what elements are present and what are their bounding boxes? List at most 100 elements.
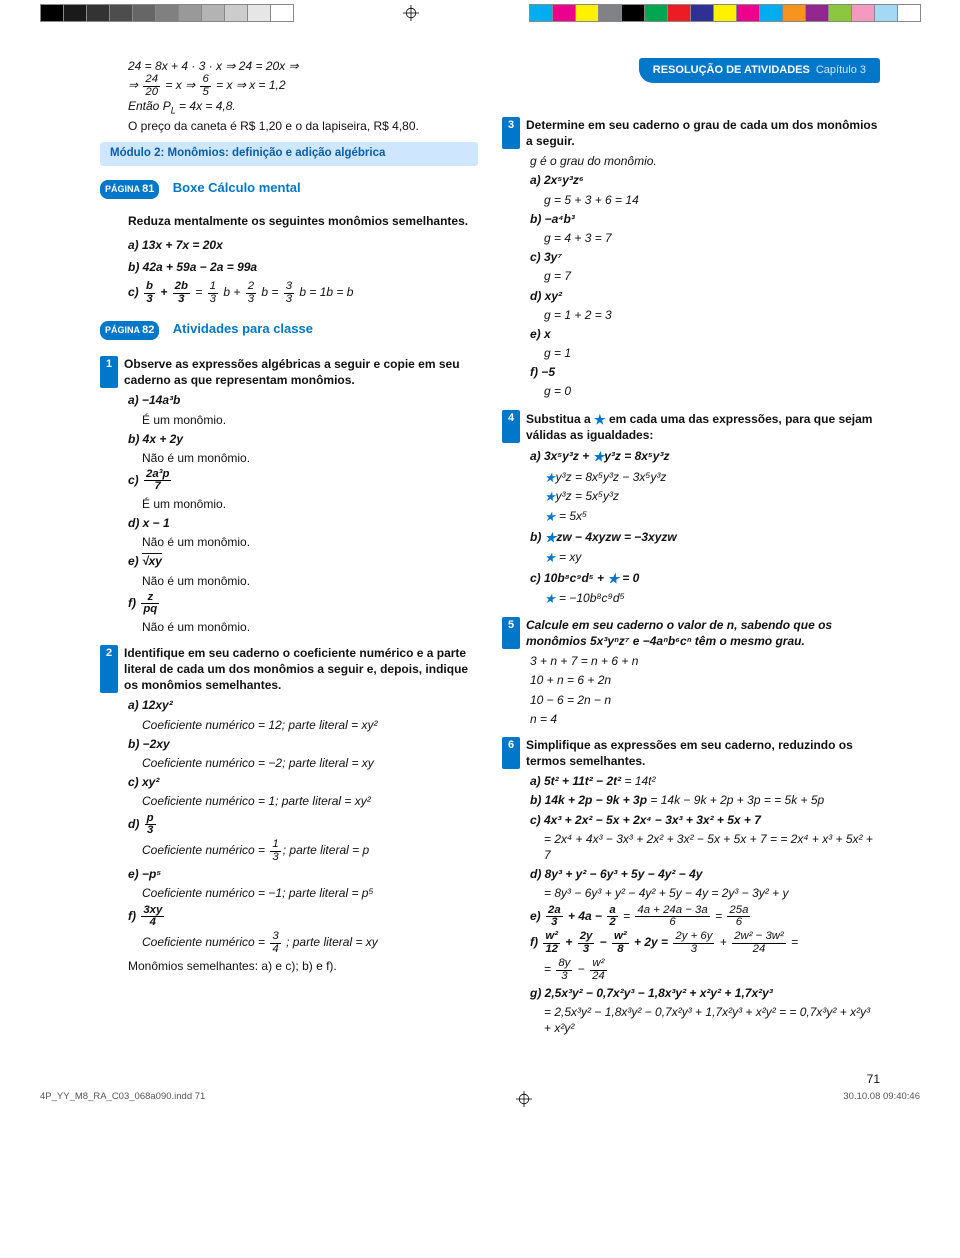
header-title: RESOLUÇÃO DE ATIVIDADES [653,63,810,78]
q3-b: b) −a⁴b³ [530,211,880,227]
q2-e: e) −p⁵ [128,866,478,882]
q6: 6 Simplifique as expressões em seu cader… [502,737,880,769]
header-chapter: Capítulo 3 [816,63,866,78]
q2-a: a) 12xy² [128,697,478,713]
q2-semelhantes: Monômios semelhantes: a) e c); b) e f). [128,958,478,974]
q2-f: f) 3xy4 [128,905,478,929]
reduza-a: a) 13x + 7x = 20x [100,237,478,253]
reduza-b: b) 42a + 59a − 2a = 99a [100,259,478,275]
q2-b-ans: Coeficiente numérico = −2; parte literal… [142,755,478,771]
q5-text: Calcule em seu caderno o valor de n, sab… [526,617,880,649]
q6-d2: = 8y³ − 6y³ + y² − 4y² + 5y − 4y = 2y³ −… [544,885,880,901]
chapter-header: RESOLUÇÃO DE ATIVIDADES Capítulo 3 [639,58,880,83]
q4-a: a) 3x⁵y³z + ★y³z = 8x⁵y³z [530,447,880,465]
q5-l4: n = 4 [530,711,880,727]
q6-e: e) 2a3 + 4a − a2 = 4a + 24a − 3a6 = 25a6 [530,905,880,929]
q5: 5 Calcule em seu caderno o valor de n, s… [502,617,880,649]
q2-d-ans: Coeficiente numérico = 13; parte literal… [142,839,478,863]
q3: 3 Determine em seu caderno o grau de cad… [502,117,880,149]
pagina-81-row: PÁGINA 81 Boxe Cálculo mental [100,174,478,205]
q6-c2: = 2x⁴ + 4x³ − 3x³ + 2x² + 3x² − 5x + 5x … [544,831,880,863]
q3-d: d) xy² [530,288,880,304]
q4-c2: ★ = −10b⁸c⁹d⁵ [544,589,880,607]
q4-badge: 4 [502,410,520,444]
q2-b: b) −2xy [128,736,478,752]
page-pill-81: PÁGINA 81 [100,180,159,199]
q1-b: b) 4x + 2y [128,431,478,447]
q3-gdef: g é o grau do monômio. [530,153,880,169]
q4-a3: ★y³z = 5x⁵y³z [544,487,880,505]
q3-f: f) −5 [530,364,880,380]
page-number: 71 [0,1071,960,1087]
worked-line-4: O preço da caneta é R$ 1,20 e o da lapis… [100,118,478,134]
q4-b: b) ★zw − 4xyzw = −3xyzw [530,528,880,546]
left-column: 24 = 8x + 4 · 3 · x ⇒ 24 = 20x ⇒ ⇒ 2420 … [100,58,478,1039]
q1-d-ans: Não é um monômio. [142,534,478,550]
q2-f-ans: Coeficiente numérico = 34 ; parte litera… [142,931,478,955]
q2-c: c) xy² [128,774,478,790]
q4-a2: ★y³z = 8x⁵y³z − 3x⁵y³z [544,468,880,486]
q1-badge: 1 [100,356,118,388]
footer-stamp: 30.10.08 09:40:46 [843,1091,920,1107]
q2-e-ans: Coeficiente numérico = −1; parte literal… [142,885,478,901]
q1-f-ans: Não é um monômio. [142,619,478,635]
q6-f: f) w²12 + 2y3 − w²8 + 2y = 2y + 6y3 + 2w… [530,931,880,955]
q2-c-ans: Coeficiente numérico = 1; parte literal … [142,793,478,809]
q6-a: a) 5t² + 11t² − 2t² = 14t² [530,773,880,789]
worked-line-3: Então PL = 4x = 4,8. [100,98,478,114]
q6-g2: = 2,5x³y² − 1,8x³y² − 0,7x²y³ + 1,7x²y³ … [544,1004,880,1036]
q2: 2 Identifique em seu caderno o coeficien… [100,645,478,694]
q5-l2: 10 + n = 6 + 2n [530,672,880,688]
worked-line-2: ⇒ 2420 = x ⇒ 65 = x ⇒ x = 1,2 [100,74,478,98]
q6-text: Simplifique as expressões em seu caderno… [526,737,880,769]
registration-mark-bottom [516,1091,532,1107]
q1-d: d) x − 1 [128,515,478,531]
q1-f: f) zpq [128,592,478,616]
q3-c-ans: g = 7 [544,268,880,284]
q6-d: d) 8y³ + y² − 6y³ + 5y − 4y² − 4y [530,866,880,882]
right-column: RESOLUÇÃO DE ATIVIDADES Capítulo 3 3 Det… [502,58,880,1039]
registration-mark [403,5,419,21]
grayscale-bar [40,4,293,22]
q2-text: Identifique em seu caderno o coeficiente… [124,645,478,694]
q3-a-ans: g = 5 + 3 + 6 = 14 [544,192,880,208]
q6-f-l2: = 8y3 − w²24 [544,958,880,982]
q3-d-ans: g = 1 + 2 = 3 [544,307,880,323]
reduza-text: Reduza mentalmente os seguintes monômios… [100,213,478,229]
q1-e-ans: Não é um monômio. [142,573,478,589]
q2-a-ans: Coeficiente numérico = 12; parte literal… [142,717,478,733]
q1-c: c) 2a³p7 [128,469,478,493]
q1-a: a) −14a³b [128,392,478,408]
q6-badge: 6 [502,737,520,769]
q3-e-ans: g = 1 [544,345,880,361]
q4: 4 Substitua a ★ em cada uma das expressõ… [502,410,880,444]
module-bar: Módulo 2: Monômios: definição e adição a… [100,142,478,166]
q1-e: e) √xy [128,553,478,569]
footer-file: 4P_YY_M8_RA_C03_068a090.indd 71 [40,1091,205,1107]
boxe-title: Boxe Cálculo mental [173,180,301,195]
q6-g: g) 2,5x³y² − 0,7x²y³ − 1,8x³y² + x²y² + … [530,985,880,1001]
q2-badge: 2 [100,645,118,694]
q1-text: Observe as expressões algébricas a segui… [124,356,478,388]
q3-a: a) 2x⁵y³z⁶ [530,172,880,188]
q4-a4: ★ = 5x⁵ [544,507,880,525]
q3-e: e) x [530,326,880,342]
worked-line-1: 24 = 8x + 4 · 3 · x ⇒ 24 = 20x ⇒ [100,58,478,74]
q6-b: b) 14k + 2p − 9k + 3p = 14k − 9k + 2p + … [530,792,880,808]
q1-b-ans: Não é um monômio. [142,450,478,466]
q1-a-ans: É um monômio. [142,412,478,428]
q1-c-ans: É um monômio. [142,496,478,512]
q3-c: c) 3y⁷ [530,249,880,265]
q3-b-ans: g = 4 + 3 = 7 [544,230,880,246]
q3-badge: 3 [502,117,520,149]
q5-l1: 3 + n + 7 = n + 6 + n [530,653,880,669]
color-bar [529,4,920,22]
q2-d: d) p3 [128,813,478,837]
page-footer: 4P_YY_M8_RA_C03_068a090.indd 71 30.10.08… [0,1087,960,1117]
registration-bar [0,0,960,22]
q5-badge: 5 [502,617,520,649]
page-pill-82: PÁGINA 82 [100,321,159,340]
q4-b2: ★ = xy [544,548,880,566]
q3-text: Determine em seu caderno o grau de cada … [526,117,880,149]
q5-l3: 10 − 6 = 2n − n [530,692,880,708]
